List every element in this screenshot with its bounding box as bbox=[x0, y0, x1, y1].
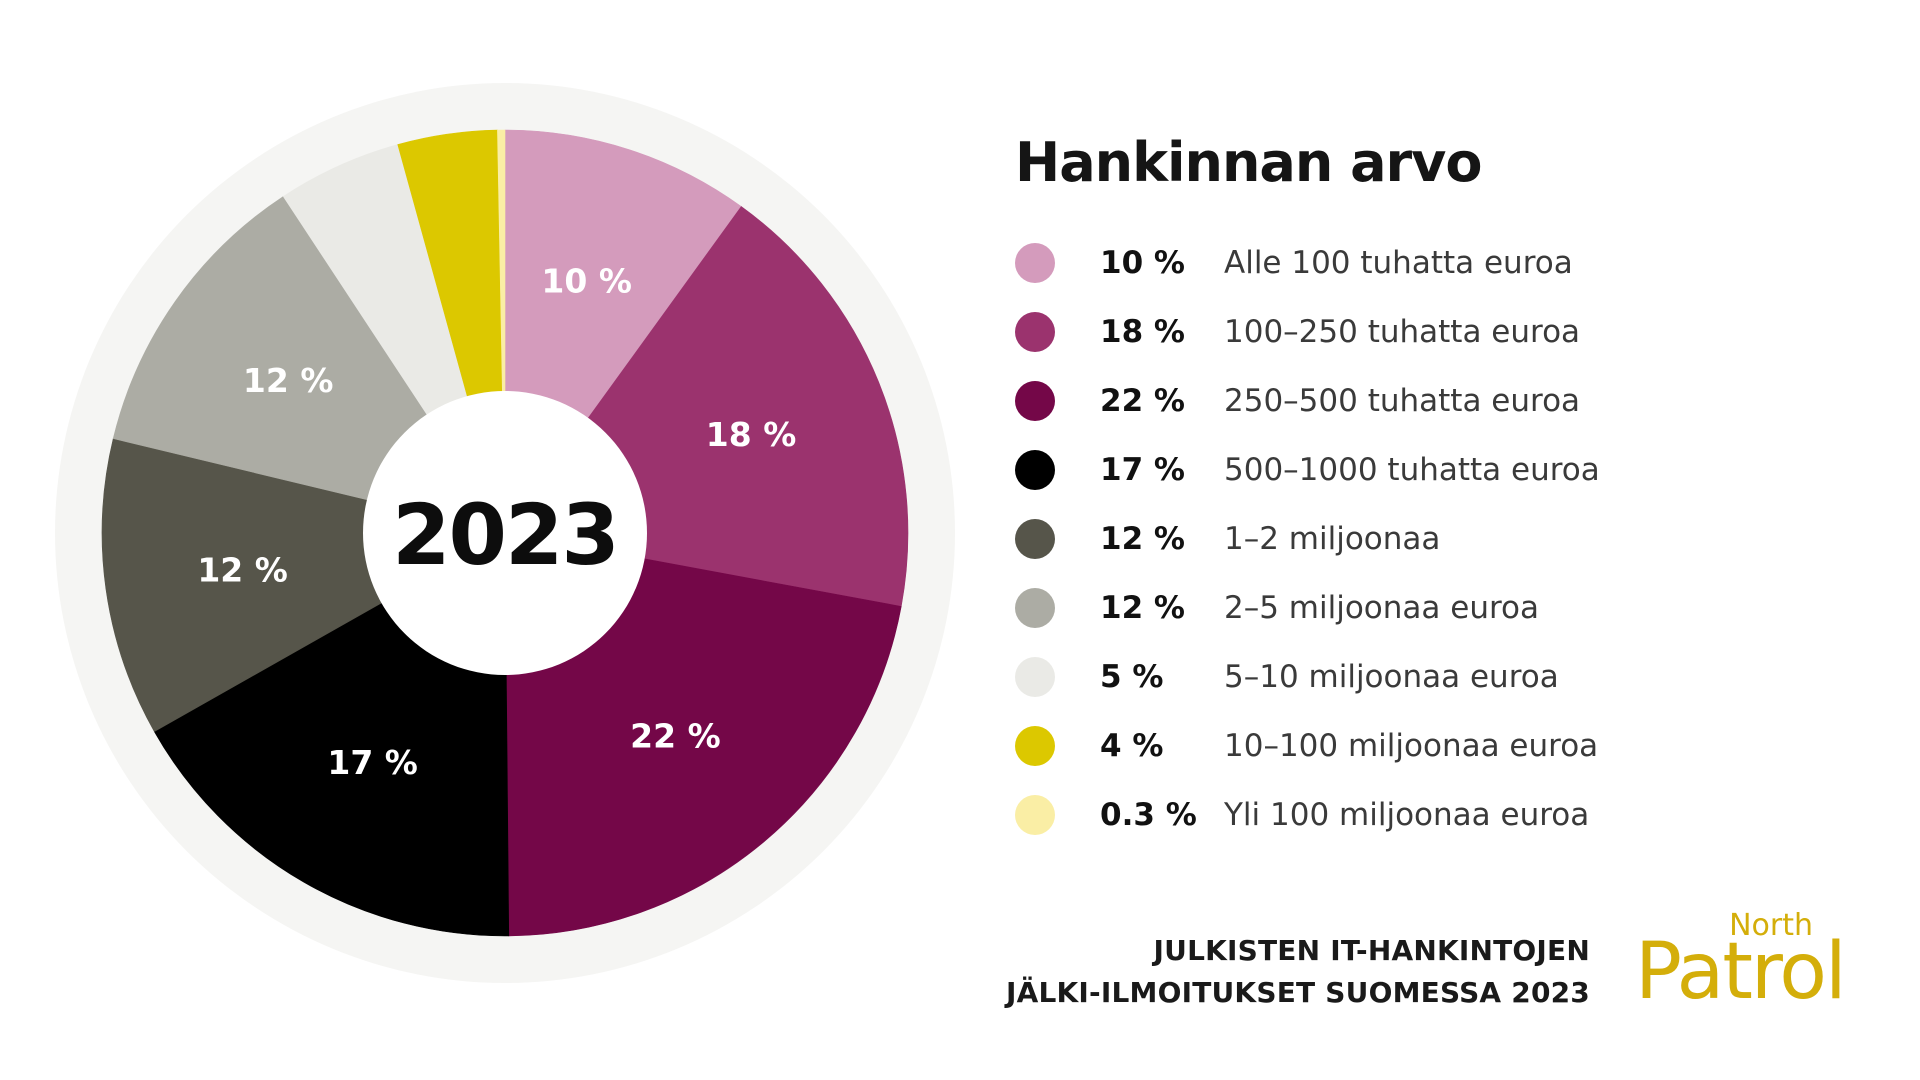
slice-data-label-1: 18 % bbox=[706, 415, 796, 454]
footer: JULKISTEN IT-HANKINTOJEN JÄLKI-ILMOITUKS… bbox=[1006, 930, 1590, 1014]
legend-label-5: 2–5 miljoonaa euroa bbox=[1224, 589, 1540, 626]
slice-data-label-4: 12 % bbox=[197, 550, 287, 589]
donut-hole bbox=[363, 391, 647, 675]
legend-label-4: 1–2 miljoonaa bbox=[1224, 520, 1441, 557]
legend-label-7: 10–100 miljoonaa euroa bbox=[1224, 727, 1599, 764]
donut-chart: 10 % 18 % 22 % 17 % 12 % 12 % 2023 bbox=[50, 78, 960, 988]
slice-data-label-2: 22 % bbox=[630, 716, 720, 755]
legend-percent-1: 18 % bbox=[1100, 313, 1185, 350]
legend-label-6: 5–10 miljoonaa euroa bbox=[1224, 658, 1559, 695]
legend-label-8: Yli 100 miljoonaa euroa bbox=[1224, 796, 1590, 833]
legend-swatch-3 bbox=[1015, 449, 1055, 490]
logo-north-text: North bbox=[1729, 908, 1813, 943]
legend-swatch-6 bbox=[1015, 656, 1055, 697]
legend-item-4: 12 % 1–2 miljoonaa bbox=[1015, 504, 1885, 573]
legend-percent-8: 0.3 % bbox=[1100, 796, 1197, 833]
legend-label-3: 500–1000 tuhatta euroa bbox=[1224, 451, 1600, 488]
legend-label-2: 250–500 tuhatta euroa bbox=[1224, 382, 1581, 419]
legend-percent-7: 4 % bbox=[1100, 727, 1164, 764]
footer-line-2: JÄLKI-ILMOITUKSET SUOMESSA 2023 bbox=[1005, 976, 1590, 1009]
slice-data-label-3: 17 % bbox=[327, 743, 417, 782]
legend-percent-2: 22 % bbox=[1100, 382, 1185, 419]
legend-item-1: 18 % 100–250 tuhatta euroa bbox=[1015, 297, 1885, 366]
legend-swatch-8 bbox=[1015, 794, 1055, 835]
legend-percent-0: 10 % bbox=[1100, 244, 1185, 281]
slice-data-label-5: 12 % bbox=[243, 361, 333, 400]
slice-data-label-0: 10 % bbox=[541, 261, 631, 300]
north-patrol-logo: North Patrol bbox=[1635, 908, 1875, 1018]
legend-item-8: 0.3 % Yli 100 miljoonaa euroa bbox=[1015, 780, 1885, 849]
footer-line-1: JULKISTEN IT-HANKINTOJEN bbox=[1153, 934, 1590, 967]
legend-label-0: Alle 100 tuhatta euroa bbox=[1224, 244, 1573, 281]
legend-swatch-1 bbox=[1015, 311, 1055, 352]
legend-title: Hankinnan arvo bbox=[1015, 131, 1482, 194]
legend-item-3: 17 % 500–1000 tuhatta euroa bbox=[1015, 435, 1885, 504]
legend-item-7: 4 % 10–100 miljoonaa euroa bbox=[1015, 711, 1885, 780]
legend-swatch-7 bbox=[1015, 725, 1055, 766]
legend-item-5: 12 % 2–5 miljoonaa euroa bbox=[1015, 573, 1885, 642]
legend-percent-4: 12 % bbox=[1100, 520, 1185, 557]
legend-percent-3: 17 % bbox=[1100, 451, 1185, 488]
legend-rows: 10 % Alle 100 tuhatta euroa 18 % 100–250 tu… bbox=[1015, 228, 1885, 849]
center-year-label: 2023 bbox=[392, 486, 618, 584]
legend-swatch-5 bbox=[1015, 587, 1055, 628]
legend-swatch-0 bbox=[1015, 242, 1055, 283]
legend-swatch-2 bbox=[1015, 380, 1055, 421]
legend-swatch-4 bbox=[1015, 518, 1055, 559]
legend-percent-5: 12 % bbox=[1100, 589, 1185, 626]
legend-percent-6: 5 % bbox=[1100, 658, 1164, 695]
legend-item-2: 22 % 250–500 tuhatta euroa bbox=[1015, 366, 1885, 435]
legend: Hankinnan arvo 10 % Alle 100 tuhatta euro… bbox=[1015, 128, 1885, 849]
legend-item-0: 10 % Alle 100 tuhatta euroa bbox=[1015, 228, 1885, 297]
logo-patrol-text: Patrol bbox=[1635, 927, 1847, 1017]
donut-chart-svg: 10 % 18 % 22 % 17 % 12 % 12 % 2023 bbox=[55, 83, 955, 983]
legend-label-1: 100–250 tuhatta euroa bbox=[1224, 313, 1581, 350]
legend-item-6: 5 % 5–10 miljoonaa euroa bbox=[1015, 642, 1885, 711]
